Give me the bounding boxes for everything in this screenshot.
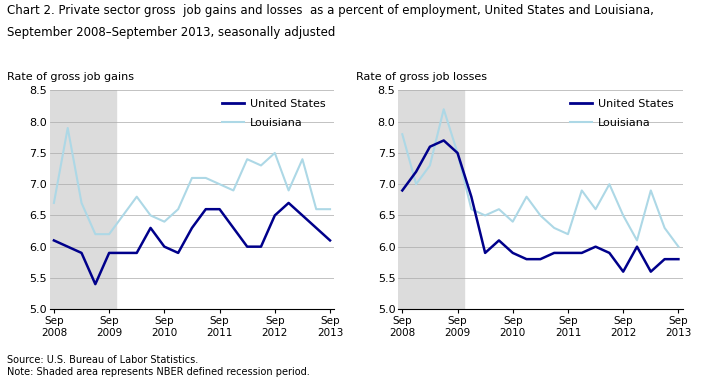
Legend: United States, Louisiana: United States, Louisiana: [567, 96, 677, 132]
Text: Chart 2. Private sector gross  job gains and losses  as a percent of employment,: Chart 2. Private sector gross job gains …: [7, 4, 654, 17]
Bar: [398, 90, 464, 309]
Text: Rate of gross job gains: Rate of gross job gains: [7, 72, 134, 82]
Text: Rate of gross job losses: Rate of gross job losses: [356, 72, 486, 82]
Bar: [50, 90, 116, 309]
Text: Source: U.S. Bureau of Labor Statistics.
Note: Shaded area represents NBER defin: Source: U.S. Bureau of Labor Statistics.…: [7, 356, 310, 377]
Text: September 2008–September 2013, seasonally adjusted: September 2008–September 2013, seasonall…: [7, 26, 336, 39]
Legend: United States, Louisiana: United States, Louisiana: [218, 96, 328, 132]
